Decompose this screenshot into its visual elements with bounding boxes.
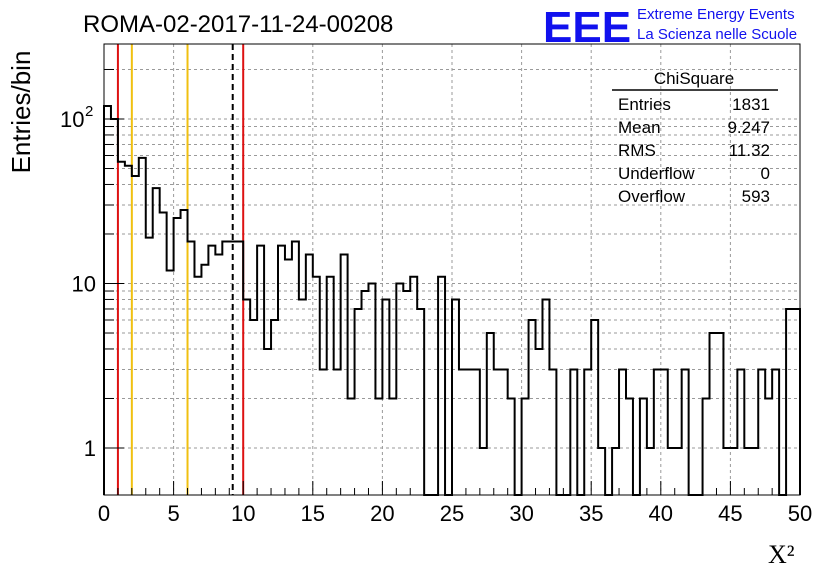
x-tick-label: 35 — [579, 501, 603, 526]
x-tick-label: 5 — [167, 501, 179, 526]
stats-label: Overflow — [618, 187, 686, 206]
stats-value: 9.247 — [727, 118, 770, 137]
x-tick-label: 20 — [370, 501, 394, 526]
histogram-outline — [103, 104, 801, 496]
stats-value: 11.32 — [729, 141, 770, 160]
x-tick-label: 15 — [301, 501, 325, 526]
y-tick-label: 10 — [60, 107, 84, 132]
stats-value: 593 — [742, 187, 770, 206]
stats-title: ChiSquare — [654, 69, 734, 88]
x-tick-label: 50 — [788, 501, 812, 526]
reference-lines — [116, 44, 245, 495]
y-tick-label-exponent: 2 — [85, 103, 93, 120]
x-tick-label: 30 — [509, 501, 533, 526]
x-tick-label: 25 — [440, 501, 464, 526]
x-tick-label: 45 — [718, 501, 742, 526]
x-tick-label: 40 — [649, 501, 673, 526]
x-tick-label: 10 — [231, 501, 255, 526]
y-tick-label: 1 — [84, 436, 96, 461]
stats-value: 0 — [761, 164, 770, 183]
eee-logo: EEE Extreme Energy Events La Scienza nel… — [543, 3, 797, 52]
stats-label: Mean — [618, 118, 661, 137]
eee-logo-letters: EEE — [543, 3, 631, 52]
eee-logo-line2: La Scienza nelle Scuole — [637, 26, 797, 43]
axis-ticks — [103, 68, 801, 495]
y-tick-label: 10 — [72, 272, 96, 297]
stats-label: Underflow — [618, 164, 695, 183]
histogram-bins — [103, 104, 801, 496]
eee-logo-line1: Extreme Energy Events — [637, 6, 795, 23]
stats-box: ChiSquare Entries 1831 Mean 9.247 RMS 11.32 Un… — [612, 69, 778, 206]
stats-label: RMS — [618, 141, 656, 160]
stats-label: Entries — [618, 95, 671, 114]
chart-title: ROMA-02-2017-11-24-00208 — [83, 11, 393, 38]
y-axis-label: Entries/bin — [6, 51, 36, 174]
x-tick-label: 0 — [98, 501, 110, 526]
stats-value: 1831 — [732, 95, 770, 114]
x-axis-label: X² — [768, 540, 795, 569]
x-tick-labels: 0 5 10 15 20 25 30 35 40 45 50 — [98, 501, 812, 526]
